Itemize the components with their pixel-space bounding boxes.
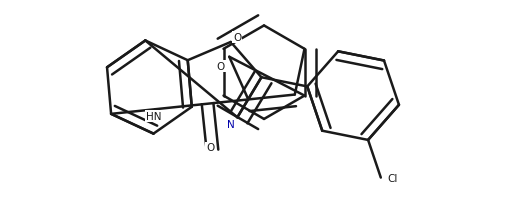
Text: O: O — [206, 143, 214, 153]
Text: O: O — [216, 62, 225, 72]
Text: HN: HN — [145, 111, 161, 121]
Text: Cl: Cl — [387, 173, 397, 183]
Text: N: N — [226, 119, 234, 129]
Text: O: O — [233, 33, 241, 43]
